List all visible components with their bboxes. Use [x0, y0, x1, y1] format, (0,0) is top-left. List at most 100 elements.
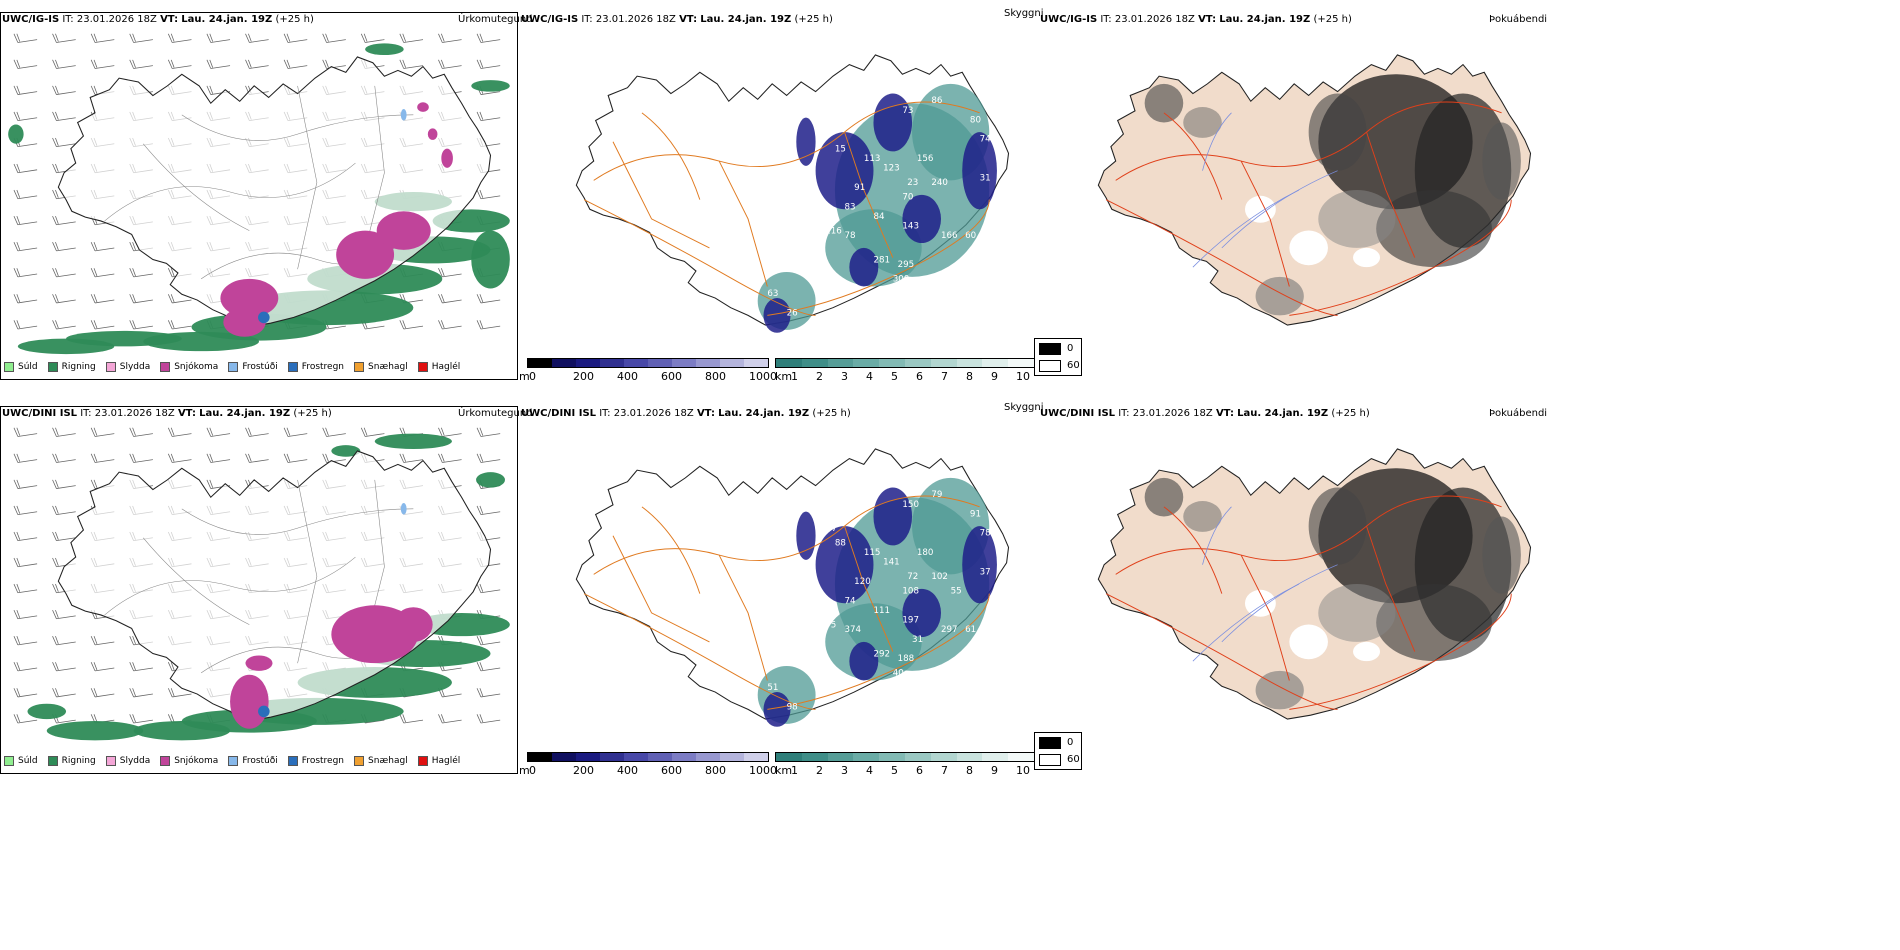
colorbar-cell [879, 753, 905, 761]
fog-legend-light-label: 60 [1067, 360, 1080, 371]
colorbar-cell [904, 753, 931, 761]
colorbar-m-tick: 600 [661, 764, 682, 777]
model-name: UWC/IG-IS [1040, 14, 1098, 25]
legend-item: Snæhagl [354, 756, 408, 766]
init-time-value: 23.01.2026 18Z [613, 408, 694, 419]
legend-item: Haglél [417, 756, 460, 766]
fog-panel-title: Þokuábendi [1489, 408, 1548, 419]
visibility-value-label: 40 [893, 669, 904, 679]
visibility-panel: UWC/DINI ISL IT: 23.01.2026 18Z VT: Lau.… [519, 402, 1044, 778]
fog-legend-light [1039, 754, 1061, 766]
visibility-value-label: 70 [902, 193, 913, 203]
visibility-km-area [825, 603, 922, 681]
legend-item: Rigning [47, 756, 96, 766]
valid-time-value: Lau. 24.jan. 19Z [181, 14, 273, 25]
colorbar-cell [528, 359, 552, 367]
legend-item: Slydda [105, 362, 150, 372]
rain-area [365, 43, 404, 56]
visibility-panel-title: Skyggni [1004, 8, 1044, 19]
fog-index-area [1144, 477, 1184, 517]
colorbar-cell [776, 359, 802, 367]
visibility-value-label: 297 [941, 625, 958, 635]
colorbar-km-tick: 4 [866, 764, 873, 777]
visibility-value-label: 180 [917, 548, 934, 558]
colorbar-cell [1008, 359, 1034, 367]
colorbar-km-tick: 9 [991, 764, 998, 777]
valid-time-label: VT: [160, 14, 179, 25]
precip-legend: Súld Rigning Slydda Snjókoma Frostúði Frostre… [4, 756, 460, 766]
init-time-value: 23.01.2026 18Z [1114, 14, 1195, 25]
legend-label: Snæhagl [368, 362, 408, 372]
fog-index-area [1308, 93, 1367, 171]
glacier-area [1289, 624, 1328, 660]
visibility-value-label: 300 [893, 275, 910, 285]
snow-area [427, 128, 438, 140]
visibility-value-label: 240 [931, 178, 948, 188]
rivers [1192, 112, 1338, 268]
colorbar-cell [648, 753, 672, 761]
rain-area [374, 433, 452, 450]
visibility-value-label: 113 [864, 154, 881, 164]
visibility-m-area [815, 526, 874, 604]
visibility-value-label: 156 [917, 154, 934, 164]
colorbar-cell [552, 753, 576, 761]
colorbar-km-unit: km [775, 370, 793, 383]
legend-item: Slydda [105, 756, 151, 766]
precip-type-panel: UWC/IG-IS IT: 23.01.2026 18Z VT: Lau. 24… [0, 12, 533, 380]
colorbar-km-unit: km [775, 764, 793, 777]
fog-legend: 0 60 [1034, 338, 1082, 376]
visibility-m-area [815, 132, 874, 210]
init-time-value: 23.01.2026 18Z [1132, 408, 1213, 419]
valid-time-value: Lau. 24.jan. 19Z [199, 408, 291, 419]
visibility-value-label: 107 [820, 524, 837, 534]
rain-area [476, 472, 505, 488]
visibility-value-label: 72 [907, 572, 918, 582]
visibility-value-label: 26 [787, 308, 798, 318]
fog-index-area [1482, 122, 1521, 200]
legend-label: Snjókoma [174, 756, 219, 766]
colorbar-cell [576, 359, 600, 367]
colorbar-cell [801, 753, 828, 761]
visibility-value-label: 91 [970, 509, 981, 519]
legend-item: Súld [4, 756, 38, 766]
colorbar-km-tick: 8 [966, 764, 973, 777]
visibility-value-label: 292 [873, 649, 890, 659]
init-time-label: IT: [1100, 14, 1112, 25]
legend-label: Slydda [119, 756, 151, 766]
fog-index-area [1255, 670, 1304, 710]
colorbar-m-tick: 0 [529, 370, 536, 383]
colorbar-cell [930, 359, 957, 367]
fog-legend-dark-label: 0 [1067, 343, 1074, 354]
freezing-rain-area [258, 311, 270, 324]
precip-map [13, 427, 510, 741]
precip-type-panel: UWC/DINI ISL IT: 23.01.2026 18Z VT: Lau.… [0, 406, 533, 774]
colorbar-cell [904, 359, 931, 367]
colorbar-m-tick: 200 [573, 370, 594, 383]
glacier-area [1353, 247, 1381, 268]
snow-area [376, 211, 431, 250]
visibility-value-label: 143 [902, 222, 919, 232]
model-name: UWC/DINI ISL [1040, 408, 1116, 419]
valid-time-value: Lau. 24.jan. 19Z [1237, 408, 1329, 419]
colorbar-km-tick: 1 [791, 370, 798, 383]
valid-time-label: VT: [1215, 408, 1234, 419]
visibility-value-label: 75 [825, 620, 836, 630]
valid-time-label: VT: [679, 14, 698, 25]
legend-swatch [354, 362, 365, 372]
legend-label: Súld [18, 362, 38, 372]
snow-areas [220, 102, 453, 337]
legend-swatch [47, 756, 58, 766]
colorbar-km-tick: 10 [1016, 764, 1030, 777]
legend-swatch [4, 362, 14, 372]
visibility-value-label: 78 [845, 231, 856, 241]
colorbar-cell [528, 753, 552, 761]
visibility-value-label: 123 [883, 164, 900, 174]
visibility-value-label: 86 [931, 96, 942, 106]
valid-time-value: Lau. 24.jan. 19Z [718, 408, 810, 419]
legend-item: Frostregn [287, 756, 344, 766]
panel-header: UWC/DINI ISL IT: 23.01.2026 18Z VT: Lau.… [2, 408, 332, 419]
visibility-value-label: 51 [767, 683, 778, 693]
legend-item: Haglél [417, 362, 460, 372]
